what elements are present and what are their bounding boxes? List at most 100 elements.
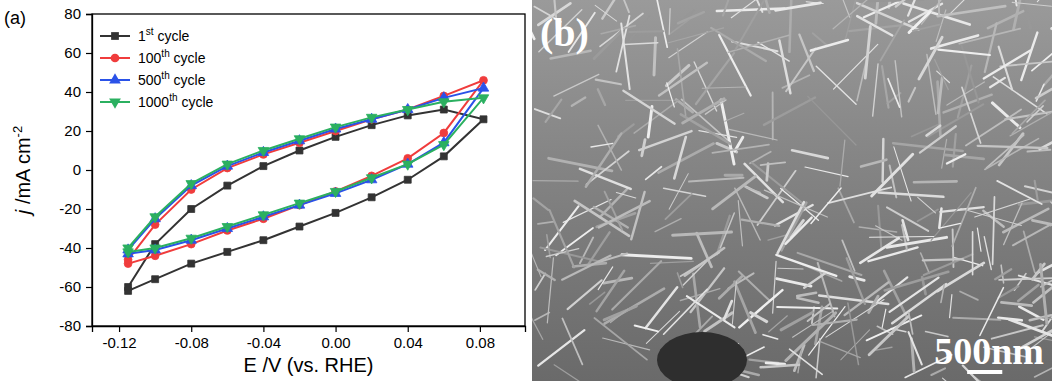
- sem-texture: [568, 280, 602, 309]
- sem-texture: [742, 220, 779, 226]
- sem-texture: [773, 261, 776, 313]
- sem-texture: [882, 66, 888, 108]
- data-point: [294, 136, 305, 145]
- data-point: [125, 284, 132, 291]
- x-tick-mark: [480, 326, 481, 332]
- sem-texture: [533, 198, 548, 210]
- sem-texture: [859, 227, 896, 232]
- sem-texture: [850, 277, 865, 281]
- sem-texture: [985, 139, 1039, 170]
- sem-texture: [1021, 33, 1037, 80]
- y-tick: -60: [59, 278, 92, 295]
- legend-label: 500th cycle: [138, 70, 206, 88]
- sem-texture: [725, 174, 742, 177]
- sem-texture: [680, 289, 719, 301]
- sem-texture: [1037, 0, 1052, 2]
- data-point: [224, 182, 231, 189]
- sem-texture: [984, 237, 991, 270]
- sem-texture: [781, 312, 812, 329]
- sem-texture: [943, 378, 994, 381]
- x-axis: -0.12-0.08-0.040.000.040.08: [93, 326, 526, 351]
- data-point: [296, 147, 303, 154]
- sem-texture: [1012, 100, 1045, 133]
- legend-entry: 500th cycle: [100, 70, 206, 88]
- sem-texture: [656, 0, 668, 47]
- y-tick: 20: [64, 122, 92, 139]
- sem-texture: [1010, 112, 1052, 136]
- data-point: [366, 114, 377, 123]
- plot-area: [123, 76, 489, 294]
- y-tick-label: 0: [73, 161, 81, 178]
- sem-texture: [913, 24, 941, 30]
- legend-label: 100th cycle: [138, 48, 206, 66]
- sem-texture: [1013, 225, 1049, 245]
- sem-texture: [732, 282, 736, 324]
- y-tick-mark: [86, 326, 92, 327]
- data-point: [480, 116, 487, 123]
- legend-marker: [109, 73, 121, 83]
- sem-texture: [961, 209, 1022, 226]
- sem-texture: [646, 167, 662, 180]
- sem-texture: [629, 30, 663, 33]
- figure: -0.12-0.08-0.040.000.040.08-80-60-40-200…: [0, 0, 1052, 381]
- scale-bar-label: 500nm: [934, 330, 1044, 372]
- sem-texture: [687, 296, 735, 327]
- scale-bar: [967, 370, 1002, 374]
- y-tick: -20: [59, 200, 92, 217]
- sem-texture: [535, 109, 560, 118]
- sem-texture: [813, 33, 828, 46]
- sem-texture: [953, 318, 1000, 320]
- legend-label: 1st cycle: [138, 26, 190, 44]
- data-point: [260, 237, 267, 244]
- x-tick-mark: [335, 326, 336, 332]
- y-tick: -40: [59, 239, 92, 256]
- sem-texture: [879, 193, 944, 197]
- sem-texture: [586, 134, 621, 187]
- data-point: [330, 188, 341, 197]
- sem-texture: [978, 146, 1048, 148]
- sem-texture: [861, 160, 886, 167]
- x-tick-label: -0.12: [102, 334, 136, 351]
- sem-texture: [689, 178, 743, 182]
- sem-texture: [993, 197, 995, 264]
- y-tick-label: -20: [59, 200, 81, 217]
- x-axis-title: E /V (vs. RHE): [243, 354, 373, 376]
- sem-texture: [778, 268, 803, 270]
- sem-texture: [734, 282, 755, 333]
- sem-texture: [1051, 202, 1052, 226]
- sem-texture: [972, 232, 974, 275]
- sem-texture: [623, 91, 674, 124]
- data-point: [258, 147, 269, 156]
- legend-entry: 1st cycle: [100, 26, 190, 44]
- sem-texture: [610, 309, 627, 322]
- x-tick-mark: [263, 326, 264, 332]
- sem-texture: [798, 350, 802, 373]
- sem-texture: [646, 287, 678, 328]
- sem-texture: [745, 187, 760, 193]
- sem-texture: [626, 100, 679, 101]
- x-tick: -0.04: [247, 326, 281, 351]
- y-tick-mark: [86, 287, 92, 288]
- sem-texture: [931, 193, 971, 241]
- sem-texture: [790, 349, 823, 374]
- x-tick: 0.08: [466, 326, 495, 351]
- series-line: [128, 98, 483, 252]
- sem-texture: [990, 78, 1005, 87]
- sem-texture: [720, 213, 734, 248]
- sem-texture: [596, 80, 621, 85]
- sem-texture: [538, 270, 555, 280]
- sem-texture: [725, 113, 744, 121]
- sem-texture: [793, 311, 834, 337]
- sem-texture: [828, 187, 891, 203]
- sem-texture: [888, 79, 900, 107]
- sem-texture: [597, 271, 625, 311]
- sem-texture: [1012, 2, 1051, 6]
- sem-texture: [909, 313, 913, 334]
- x-tick-mark: [191, 326, 192, 332]
- sem-texture: [604, 306, 636, 320]
- y-tick-mark: [86, 131, 92, 132]
- data-point: [222, 224, 233, 233]
- sem-texture: [869, 316, 909, 355]
- x-tick-label: 0.04: [394, 334, 423, 351]
- sem-texture: [927, 126, 941, 136]
